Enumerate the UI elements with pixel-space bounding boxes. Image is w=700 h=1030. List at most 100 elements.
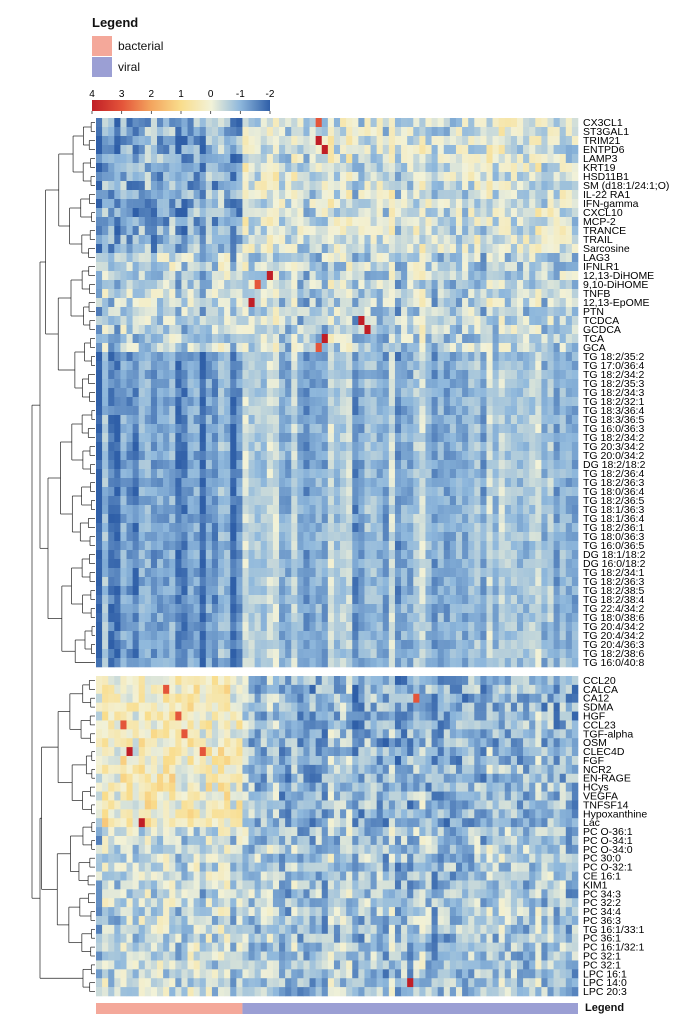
heatmap-cell: [376, 118, 384, 128]
heatmap-cell: [297, 568, 304, 578]
heatmap-cell: [157, 307, 164, 317]
heatmap-cell: [272, 496, 280, 506]
heatmap-cell: [205, 550, 213, 560]
heatmap-cell: [364, 118, 371, 128]
heatmap-cell: [102, 442, 109, 452]
heatmap-cell: [279, 145, 286, 155]
heatmap-cell: [321, 532, 329, 542]
heatmap-cell: [138, 595, 146, 605]
heatmap-cell: [553, 352, 560, 362]
heatmap-cell: [407, 163, 414, 173]
heatmap-cell: [291, 640, 298, 650]
heatmap-cell: [547, 684, 554, 695]
heatmap-cell: [401, 154, 408, 164]
heatmap-cell: [321, 298, 329, 308]
heatmap-cell: [279, 208, 286, 218]
heatmap-cell: [181, 442, 188, 452]
heatmap-cell: [102, 298, 109, 308]
heatmap-cell: [291, 172, 298, 182]
heatmap-cell: [132, 217, 140, 227]
heatmap-cell: [285, 541, 292, 551]
heatmap-cell: [114, 253, 121, 263]
heatmap-cell: [358, 136, 365, 146]
heatmap-cell: [224, 523, 231, 533]
heatmap-cell: [394, 235, 402, 245]
heatmap-cell: [144, 253, 152, 263]
heatmap-cell: [321, 442, 329, 452]
heatmap-cell: [504, 280, 512, 290]
heatmap-cell: [96, 343, 103, 353]
heatmap-cell: [547, 154, 554, 164]
heatmap-cell: [254, 514, 262, 524]
heatmap-cell: [388, 154, 396, 164]
heatmap-cell: [333, 406, 341, 416]
heatmap-cell: [230, 568, 237, 578]
heatmap-cell: [309, 559, 316, 569]
heatmap-cell: [364, 622, 371, 632]
heatmap-cell: [230, 451, 237, 461]
heatmap-cell: [407, 478, 414, 488]
heatmap-cell: [340, 379, 347, 389]
heatmap-cell: [370, 595, 377, 605]
heatmap-cell: [138, 478, 146, 488]
heatmap-cell: [352, 433, 359, 443]
heatmap-cell: [437, 541, 445, 551]
heatmap-cell: [529, 370, 536, 380]
heatmap-cell: [358, 631, 365, 641]
heatmap-cell: [242, 181, 249, 191]
heatmap-cell: [279, 676, 286, 686]
heatmap-cell: [425, 172, 432, 182]
heatmap-cell: [297, 127, 304, 137]
heatmap-cell: [120, 199, 127, 209]
heatmap-cell: [382, 226, 390, 236]
heatmap-cell: [504, 397, 512, 407]
heatmap-cell: [370, 532, 377, 542]
heatmap-cell: [150, 253, 158, 263]
heatmap-cell: [181, 532, 188, 542]
heatmap-cell: [425, 469, 432, 479]
heatmap-cell: [211, 424, 219, 434]
heatmap-cell: [370, 478, 377, 488]
heatmap-cell: [120, 640, 127, 650]
heatmap-cell: [102, 631, 109, 641]
heatmap-cell: [565, 577, 573, 587]
heatmap-cell: [529, 127, 536, 137]
heatmap-cell: [150, 415, 158, 425]
heatmap-cell: [254, 154, 262, 164]
heatmap-cell: [230, 541, 237, 551]
heatmap-cell: [163, 514, 170, 524]
heatmap-cell: [126, 163, 133, 173]
heatmap-cell: [193, 217, 201, 227]
heatmap-cell: [462, 271, 469, 281]
heatmap-cell: [358, 595, 365, 605]
heatmap-cell: [376, 370, 384, 380]
heatmap-cell: [236, 523, 243, 533]
heatmap-cell: [340, 514, 347, 524]
heatmap-cell: [340, 199, 347, 209]
heatmap-cell: [138, 676, 146, 686]
heatmap-cell: [340, 478, 347, 488]
heatmap-cell: [382, 622, 390, 632]
heatmap-cell: [193, 190, 201, 200]
heatmap-cell: [309, 460, 316, 470]
heatmap-cell: [443, 433, 451, 443]
heatmap-cell: [541, 613, 548, 623]
heatmap-cell: [449, 271, 457, 281]
heatmap-cell: [266, 208, 274, 218]
heatmap-cell: [462, 568, 469, 578]
heatmap-cell: [157, 433, 164, 443]
heatmap-cell: [455, 676, 463, 686]
heatmap-cell: [242, 334, 249, 344]
heatmap-cell: [462, 370, 469, 380]
heatmap-cell: [382, 289, 390, 299]
heatmap-cell: [504, 235, 512, 245]
heatmap-cell: [254, 424, 262, 434]
heatmap-cell: [425, 577, 432, 587]
heatmap-cell: [370, 361, 377, 371]
heatmap-cell: [236, 541, 243, 551]
heatmap-cell: [150, 289, 158, 299]
heatmap-cell: [382, 217, 390, 227]
heatmap-cell: [309, 343, 316, 353]
heatmap-cell: [364, 460, 371, 470]
heatmap-cell: [516, 442, 524, 452]
